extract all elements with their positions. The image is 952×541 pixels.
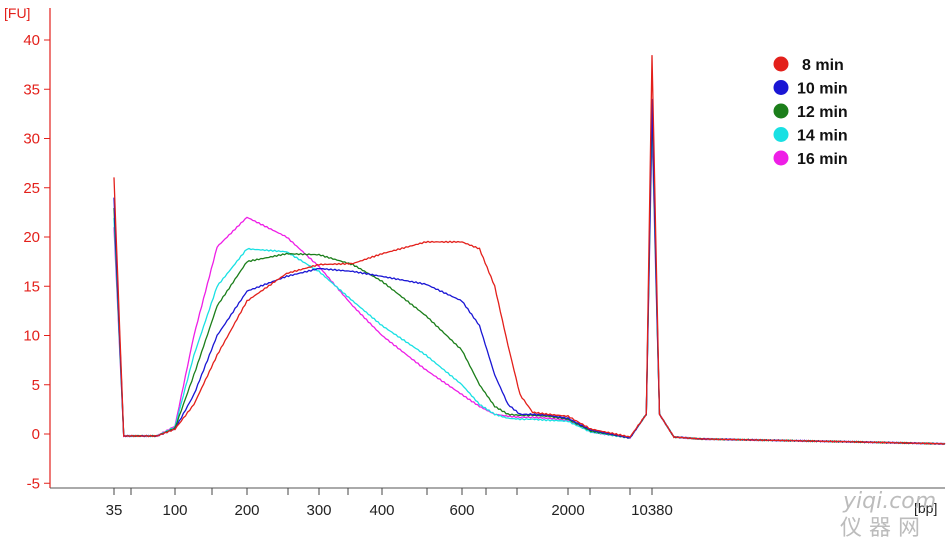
legend-label: 8 min	[802, 57, 844, 74]
legend-label: 16 min	[797, 151, 848, 168]
y-tick-label: 10	[23, 328, 40, 345]
x-tick-label: 300	[306, 502, 331, 519]
y-unit-label: [FU]	[4, 5, 30, 21]
x-tick-label: 400	[369, 502, 394, 519]
y-tick-group: 40 35 30 25 20 15 10 5 0 -5	[23, 32, 50, 492]
y-tick-label: 0	[32, 426, 40, 443]
series-line-8-min	[113, 55, 946, 446]
legend-marker	[773, 127, 789, 142]
y-tick-label: -5	[27, 475, 40, 492]
x-tick-label: 200	[234, 502, 259, 519]
y-tick-label: 25	[23, 180, 40, 197]
y-axis: 40 35 30 25 20 15 10 5 0 -5	[23, 8, 51, 492]
x-tick-label: 100	[162, 502, 187, 519]
y-tick-label: 35	[23, 81, 40, 98]
x-tick-label: 35	[106, 502, 123, 519]
series-layer	[113, 55, 946, 446]
x-axis: 35 100 200 300 400 600 2000 10380	[50, 487, 945, 519]
y-tick-label: 15	[23, 278, 40, 295]
legend-label: 12 min	[797, 104, 848, 121]
y-tick-label: 20	[23, 229, 40, 246]
x-tick-label: 600	[449, 502, 474, 519]
legend-label: 14 min	[797, 128, 848, 145]
legend-marker	[773, 150, 789, 166]
y-tick-label: 40	[23, 32, 40, 49]
legend-label: 10 min	[797, 81, 848, 98]
y-tick-label: 30	[23, 131, 40, 148]
legend-marker	[773, 80, 789, 95]
series-line-16-min	[113, 128, 946, 446]
x-tick-label: 2000	[551, 502, 584, 519]
legend-marker	[773, 103, 789, 119]
watermark-line1: yiqi.com	[842, 489, 936, 514]
x-unit-label: [bp]	[914, 500, 937, 516]
x-tick-group: 35 100 200 300 400 600 2000 10380	[106, 488, 673, 519]
y-tick-label: 5	[32, 377, 40, 394]
watermark-line2: 仪 器 网	[840, 516, 920, 541]
x-tick-label: 10380	[631, 502, 673, 519]
watermark: yiqi.com 仪 器 网	[840, 489, 936, 541]
legend-marker	[773, 56, 789, 72]
legend: 8 min 10 min 12 min 14 min 16 min	[773, 56, 848, 168]
